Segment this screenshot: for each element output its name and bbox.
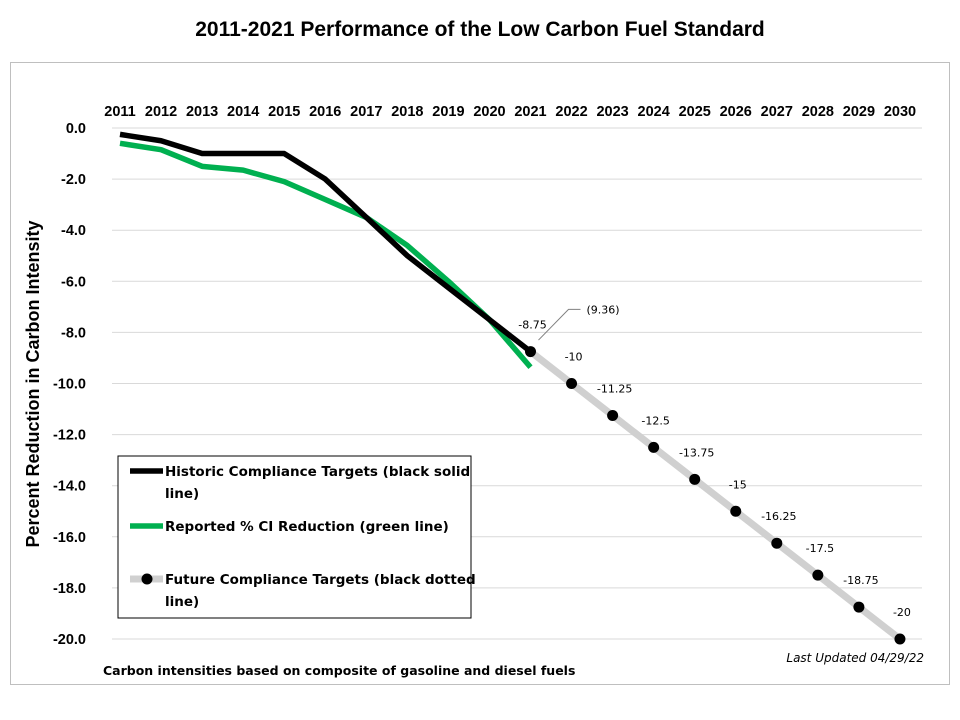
- y-tick-label: -18.0: [53, 581, 86, 597]
- y-tick-label: -20.0: [53, 632, 86, 648]
- future-target-point: [689, 473, 701, 485]
- x-tick-label: 2030: [884, 104, 916, 120]
- legend-label-future-cont: line): [165, 594, 199, 610]
- x-tick-label: 2019: [432, 104, 464, 120]
- callout-label: (9.36): [587, 303, 620, 316]
- x-tick-label: 2025: [679, 104, 711, 120]
- future-target-point: [730, 505, 742, 517]
- future-target-point: [607, 409, 619, 421]
- x-tick-label: 2013: [186, 104, 218, 120]
- legend-box: [117, 455, 472, 619]
- y-tick-label: -14.0: [53, 479, 86, 495]
- y-tick-label: -16.0: [53, 530, 86, 546]
- y-tick-label: -6.0: [61, 274, 86, 290]
- future-target-point: [566, 378, 578, 389]
- legend-label-historic: Historic Compliance Targets (black solid: [165, 464, 470, 480]
- data-label: -16.25: [761, 510, 796, 523]
- data-label: -20: [893, 606, 911, 619]
- data-label: -12.5: [641, 414, 669, 427]
- x-tick-label: 2021: [514, 104, 546, 120]
- data-label: -18.75: [843, 574, 878, 587]
- future-target-point: [648, 441, 660, 453]
- x-tick-label: 2024: [638, 104, 670, 120]
- chart-title: 2011-2021 Performance of the Low Carbon …: [195, 18, 765, 41]
- x-tick-label: 2026: [720, 104, 752, 120]
- y-tick-label: -8.0: [61, 325, 86, 341]
- legend-swatch-future-marker: [141, 573, 153, 585]
- callout-leader-line: [538, 308, 581, 341]
- reported-ci-line: [119, 140, 533, 369]
- legend-label-reported: Reported % CI Reduction (green line): [165, 519, 449, 535]
- last-updated: Last Updated 04/29/22: [786, 651, 924, 665]
- x-tick-label: 2029: [843, 104, 875, 120]
- future-target-point: [812, 569, 824, 581]
- x-tick-label: 2028: [802, 104, 834, 120]
- x-tick-label: 2015: [268, 104, 300, 120]
- x-tick-label: 2020: [473, 104, 505, 120]
- x-tick-label: 2017: [350, 104, 382, 120]
- x-tick-label: 2011: [104, 104, 135, 120]
- data-label: -10: [565, 351, 583, 364]
- y-axis-label: Percent Reduction in Carbon Intensity: [23, 220, 43, 547]
- y-tick-label: -4.0: [61, 223, 86, 239]
- future-target-point: [894, 633, 906, 645]
- x-tick-label: 2016: [309, 104, 341, 120]
- x-tick-label: 2027: [761, 104, 793, 120]
- x-tick-label: 2023: [596, 104, 628, 120]
- data-label: -13.75: [679, 446, 714, 459]
- y-tick-label: -2.0: [61, 172, 86, 188]
- data-label: -8.75: [518, 319, 546, 332]
- legend-label-historic-cont: line): [165, 486, 199, 502]
- footnote: Carbon intensities based on composite of…: [103, 663, 575, 678]
- chart-frame: [10, 62, 950, 685]
- future-target-point: [771, 537, 783, 549]
- future-target-point: [525, 346, 536, 358]
- data-label: -17.5: [806, 542, 834, 555]
- future-targets-line: [527, 348, 904, 643]
- y-tick-label: 0.0: [66, 121, 86, 137]
- x-tick-label: 2014: [227, 104, 259, 120]
- x-tick-label: 2012: [145, 104, 177, 120]
- future-target-point: [853, 601, 865, 613]
- historic-targets-line: [119, 131, 533, 354]
- y-tick-label: -10.0: [53, 377, 86, 393]
- data-label: -15: [729, 478, 747, 491]
- x-tick-label: 2022: [555, 104, 587, 120]
- x-tick-label: 2018: [391, 104, 423, 120]
- legend-label-future: Future Compliance Targets (black dotted: [165, 572, 476, 588]
- y-tick-label: -12.0: [53, 428, 86, 444]
- data-label: -11.25: [597, 382, 632, 395]
